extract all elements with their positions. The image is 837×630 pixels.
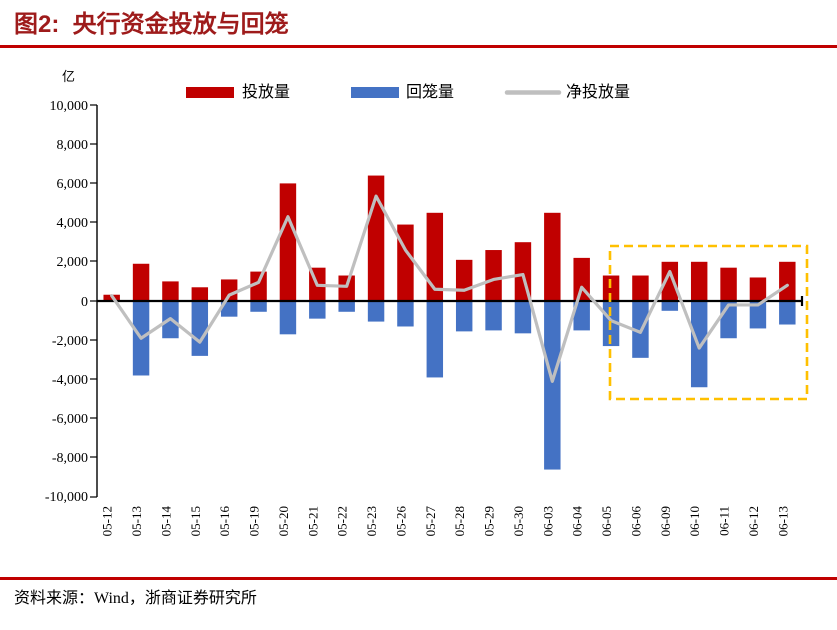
svg-text:10,000: 10,000	[50, 99, 89, 114]
svg-text:亿: 亿	[62, 69, 75, 84]
svg-text:05-19: 05-19	[247, 506, 262, 536]
svg-text:6,000: 6,000	[57, 177, 89, 192]
svg-text:0: 0	[81, 295, 88, 310]
svg-text:-4,000: -4,000	[52, 373, 88, 388]
svg-text:06-12: 06-12	[746, 506, 761, 536]
svg-text:05-23: 05-23	[364, 506, 379, 536]
svg-text:05-12: 05-12	[100, 506, 115, 536]
svg-text:05-26: 05-26	[393, 506, 408, 537]
svg-text:05-28: 05-28	[452, 506, 467, 536]
svg-text:2,000: 2,000	[57, 255, 89, 270]
svg-text:06-04: 06-04	[570, 506, 585, 537]
svg-text:-6,000: -6,000	[52, 412, 88, 427]
svg-text:净投放量: 净投放量	[566, 83, 630, 101]
svg-text:8,000: 8,000	[57, 138, 89, 153]
svg-text:05-16: 05-16	[217, 506, 232, 537]
svg-text:06-10: 06-10	[687, 506, 702, 536]
svg-text:-10,000: -10,000	[45, 490, 88, 505]
svg-text:06-11: 06-11	[717, 506, 732, 536]
svg-text:05-14: 05-14	[158, 506, 173, 537]
svg-text:06-13: 06-13	[775, 506, 790, 536]
svg-text:4,000: 4,000	[57, 216, 89, 231]
svg-text:05-22: 05-22	[335, 506, 350, 536]
svg-text:05-21: 05-21	[305, 506, 320, 536]
svg-text:-8,000: -8,000	[52, 451, 88, 466]
svg-text:投放量: 投放量	[242, 83, 290, 101]
svg-text:06-09: 06-09	[658, 506, 673, 536]
svg-text:06-06: 06-06	[628, 506, 643, 537]
svg-text:06-05: 06-05	[599, 506, 614, 536]
svg-text:05-20: 05-20	[276, 506, 291, 536]
svg-text:05-29: 05-29	[482, 506, 497, 536]
svg-text:05-27: 05-27	[423, 506, 438, 537]
svg-text:05-15: 05-15	[188, 506, 203, 536]
svg-text:-2,000: -2,000	[52, 334, 88, 349]
svg-text:05-13: 05-13	[129, 506, 144, 536]
svg-text:05-30: 05-30	[511, 506, 526, 536]
svg-text:06-03: 06-03	[540, 506, 555, 536]
svg-text:回笼量: 回笼量	[406, 83, 454, 101]
